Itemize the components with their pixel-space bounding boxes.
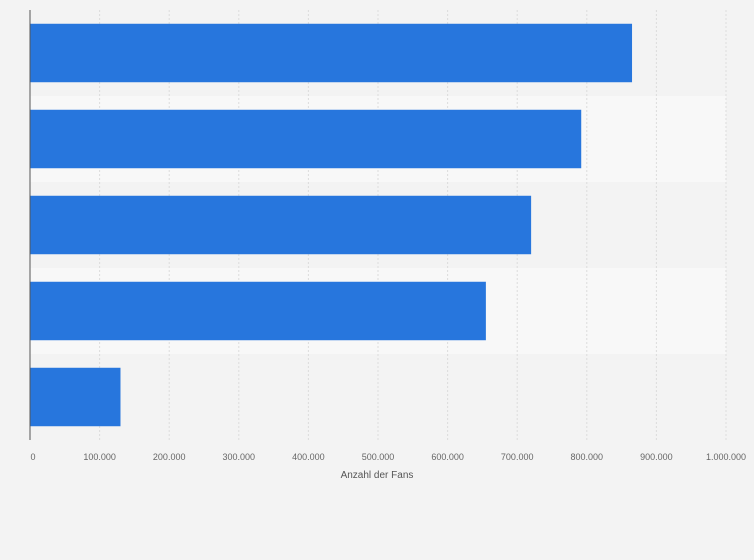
- x-tick-label: 0: [30, 452, 35, 462]
- bars: [30, 23, 633, 427]
- bar[interactable]: [30, 23, 633, 83]
- x-tick-label: 1.000.000: [706, 452, 746, 462]
- x-tick-label: 300.000: [223, 452, 256, 462]
- x-tick-label: 900.000: [640, 452, 673, 462]
- x-tick-label: 800.000: [571, 452, 604, 462]
- x-tick-label: 200.000: [153, 452, 186, 462]
- bar[interactable]: [30, 109, 582, 169]
- x-axis-title: Anzahl der Fans: [341, 470, 414, 481]
- x-tick-label: 400.000: [292, 452, 325, 462]
- x-tick-label: 100.000: [83, 452, 116, 462]
- x-tick-label: 600.000: [431, 452, 464, 462]
- x-tick-label: 500.000: [362, 452, 395, 462]
- row-band: [30, 354, 726, 440]
- bar[interactable]: [30, 281, 486, 341]
- x-tick-label: 700.000: [501, 452, 534, 462]
- x-tick-labels: 0 100.000 200.000 300.000 400.000 500.000 600.…: [30, 452, 746, 462]
- bar[interactable]: [30, 195, 532, 255]
- bar[interactable]: [30, 367, 121, 427]
